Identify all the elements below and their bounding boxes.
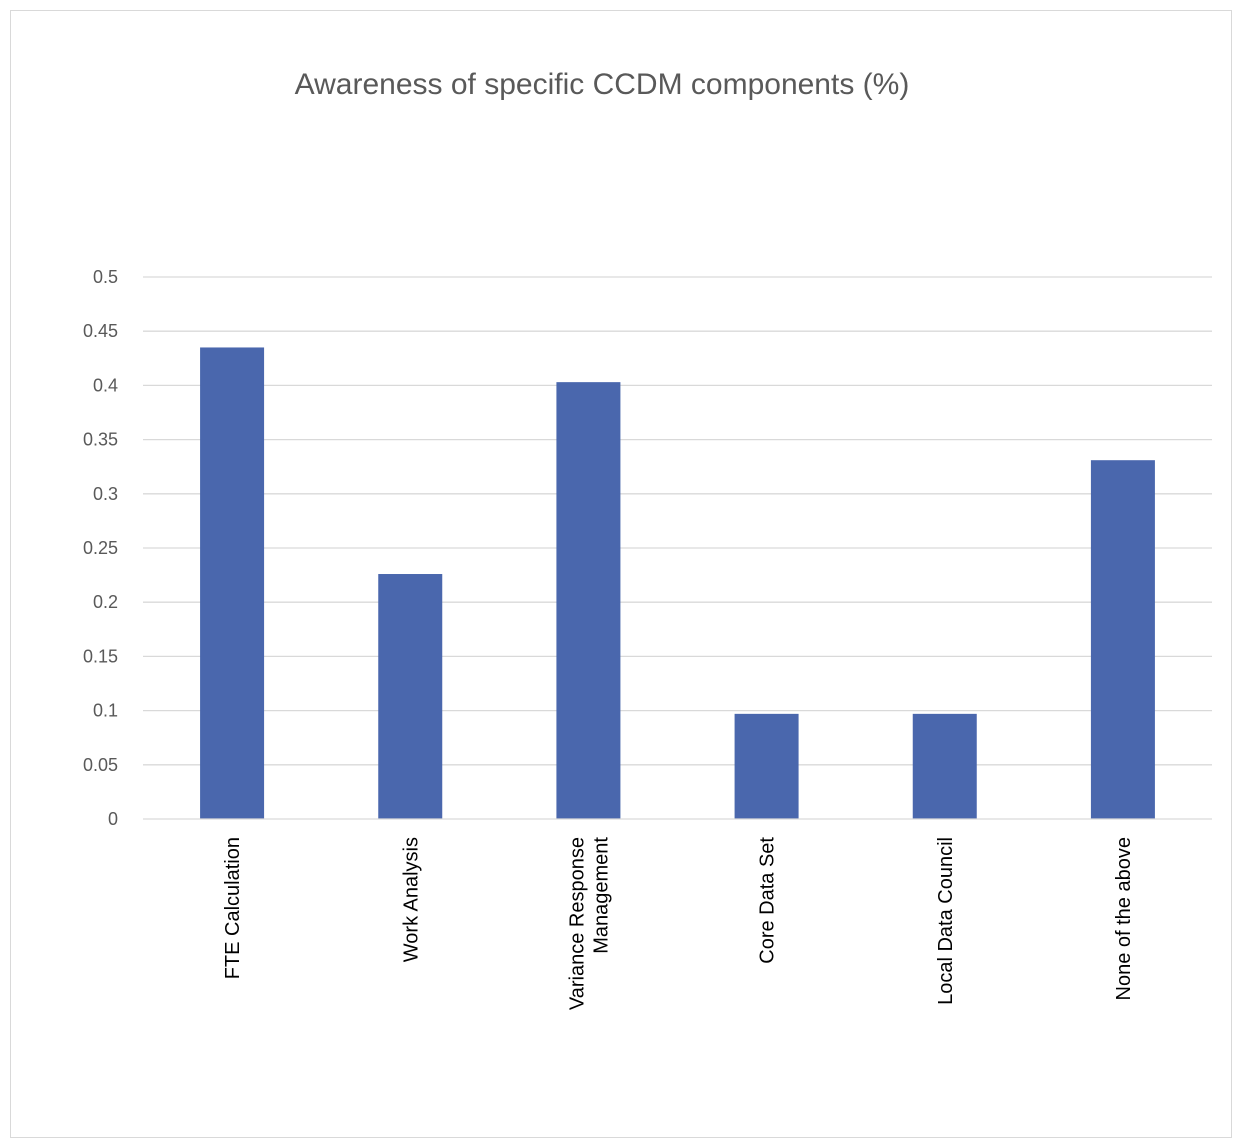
- category-label-line: Core Data Set: [757, 837, 779, 964]
- bar-chart: Awareness of specific CCDM components (%…: [83, 68, 1212, 1011]
- category-label: Variance Response Management: [566, 837, 612, 1011]
- y-tick-label: 0.1: [93, 701, 118, 721]
- y-tick-label: 0.3: [93, 484, 118, 504]
- category-label-line: Variance Response: [566, 837, 588, 1010]
- x-axis-category-labels: FTE Calculation Work Analysis Variance Res…: [222, 837, 1135, 1011]
- y-tick-label: 0.05: [83, 755, 118, 775]
- category-label-line: None of the above: [1113, 837, 1135, 1000]
- category-label: FTE Calculation: [222, 837, 244, 979]
- bar: [734, 713, 799, 819]
- bar: [200, 347, 265, 819]
- category-label: Local Data Council: [935, 837, 957, 1005]
- gridlines: [143, 276, 1212, 766]
- bar: [378, 574, 443, 819]
- y-tick-label: 0.45: [83, 321, 118, 341]
- category-label: Core Data Set: [757, 837, 779, 964]
- category-label: Work Analysis: [400, 837, 422, 962]
- y-tick-label: 0.15: [83, 646, 118, 666]
- y-tick-label: 0.4: [93, 375, 118, 395]
- bar: [556, 382, 621, 819]
- y-tick-label: 0.35: [83, 430, 118, 450]
- chart-area: Awareness of specific CCDM components (%…: [10, 10, 1232, 1138]
- y-axis-tick-labels: 0 0.05 0.1 0.15 0.2 0.25 0.3 0.35 0.4 0.45 0.5: [83, 267, 118, 829]
- category-label-line: Management: [590, 837, 612, 954]
- bar: [912, 713, 977, 819]
- chart-title: Awareness of specific CCDM components (%…: [295, 68, 910, 101]
- category-label-line: Work Analysis: [400, 837, 422, 962]
- y-tick-label: 0: [108, 809, 118, 829]
- y-tick-label: 0.5: [93, 267, 118, 287]
- category-label: None of the above: [1113, 837, 1135, 1000]
- category-label-line: FTE Calculation: [222, 837, 244, 979]
- category-label-line: Local Data Council: [935, 837, 957, 1005]
- y-tick-label: 0.25: [83, 538, 118, 558]
- bar: [1090, 460, 1155, 819]
- bars: [200, 347, 1155, 819]
- y-tick-label: 0.2: [93, 592, 118, 612]
